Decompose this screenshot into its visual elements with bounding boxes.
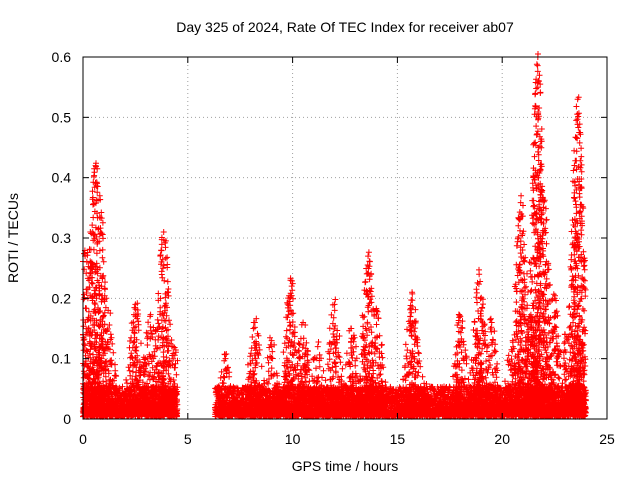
roti-peak-point	[92, 162, 99, 169]
x-tick-label: 25	[599, 431, 615, 447]
x-tick-label: 10	[285, 431, 301, 447]
roti-peak-point	[157, 295, 164, 302]
y-tick-label: 0.3	[52, 230, 72, 246]
roti-peak-point	[222, 355, 229, 362]
roti-peak-point	[132, 301, 139, 308]
roti-peak-point	[287, 277, 294, 284]
roti-peak-point	[170, 343, 177, 350]
roti-peak-point	[578, 289, 585, 296]
y-tick-label: 0.4	[52, 170, 72, 186]
y-axis-label: ROTI / TECUs	[5, 193, 21, 283]
roti-peak-point	[562, 331, 569, 338]
roti-peak-point	[526, 259, 533, 266]
roti-peak-point	[268, 337, 275, 344]
roti-peak-point	[551, 295, 558, 302]
y-tick-label: 0.6	[52, 49, 72, 65]
roti-peak-point	[314, 343, 321, 350]
roti-peak-point	[541, 198, 548, 205]
roti-peak-point	[476, 271, 483, 278]
y-tick-label: 0.2	[52, 290, 72, 306]
axis-ticks: 0 5 10 15 20 25 0 0.1 0.2 0.3 0.4 0.5 0.6	[52, 49, 615, 447]
roti-peak-point	[488, 319, 495, 326]
x-tick-label: 0	[79, 431, 87, 447]
roti-peak-point	[365, 253, 372, 260]
roti-peak-point	[96, 192, 103, 199]
data-points	[79, 51, 589, 420]
x-tick-label: 20	[494, 431, 510, 447]
x-axis-label: GPS time / hours	[292, 458, 399, 474]
roti-peak-point	[160, 228, 167, 235]
roti-peak-point	[518, 192, 525, 199]
roti-peak-point	[147, 313, 154, 320]
y-tick-label: 0.1	[52, 351, 72, 367]
roti-peak-point	[409, 289, 416, 296]
roti-peak-point	[373, 307, 380, 314]
y-tick-label: 0.5	[52, 109, 72, 125]
roti-peak-point	[419, 373, 426, 380]
roti-peak-point	[574, 96, 581, 103]
y-tick-label: 0	[63, 411, 71, 427]
grid-lines	[83, 57, 607, 419]
chart-title: Day 325 of 2024, Rate Of TEC Index for r…	[176, 19, 514, 35]
roti-peak-point	[331, 301, 338, 308]
roti-peak-point	[348, 325, 355, 332]
roti-peak-point	[509, 337, 516, 344]
x-tick-label: 5	[184, 431, 192, 447]
roti-peak-point	[300, 319, 307, 326]
roti-peak-point	[87, 228, 94, 235]
roti-peak-point	[251, 319, 258, 326]
roti-peak-point	[457, 313, 464, 320]
x-tick-label: 15	[390, 431, 406, 447]
roti-peak-point	[105, 307, 112, 314]
